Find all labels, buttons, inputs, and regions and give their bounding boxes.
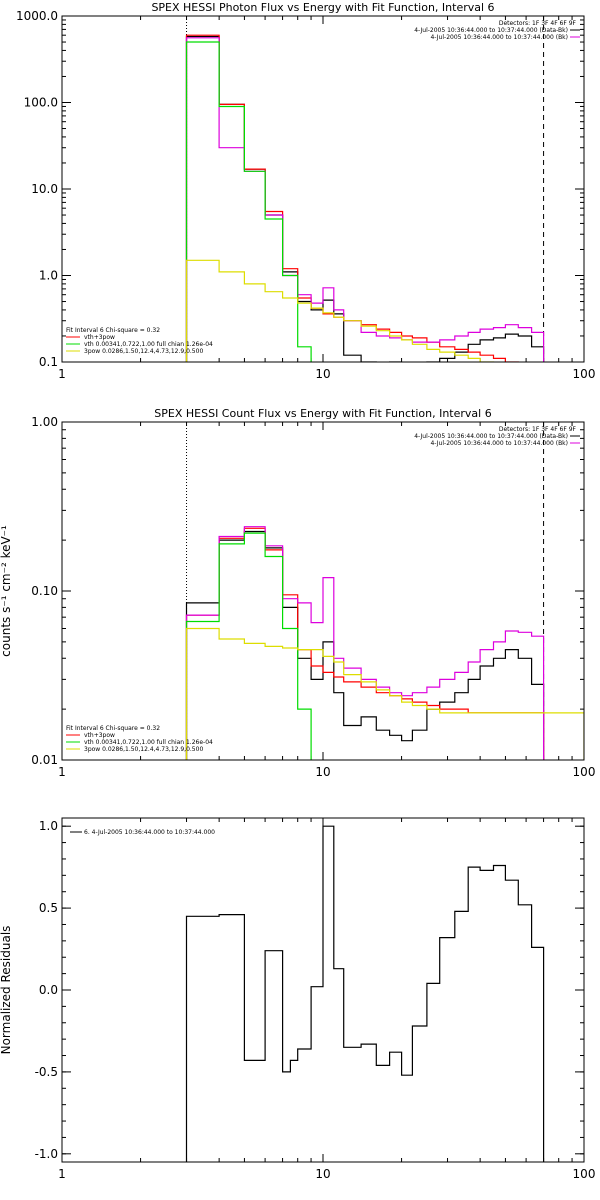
panel2-legend-text: Detectors: 1F 3F 4F 6F 9F [499,426,577,433]
panel2-x-tick-label: 10 [315,765,330,779]
panel1-y-tick-label: 1000.0 [16,9,58,23]
panel3-y-tick-label: -0.5 [35,1065,58,1079]
panel1-series-3-line [185,41,312,362]
panel1-fit-legend-label: 3pow 0.0286,1.50,12.4,4.73,12.9,0.500 [84,348,203,355]
panel2-fit-legend-label: vth 0.00341,0.722,1.00 full chian 1.26e-… [84,739,213,746]
panel2-ylabel: counts s⁻¹ cm⁻² keV⁻¹ [0,525,13,657]
panel1-y-tick-label: 0.1 [39,355,58,369]
panel1-title: SPEX HESSI Photon Flux vs Energy with Fi… [151,1,494,14]
panel2-x-tick-label: 1 [58,765,66,779]
panel1-y-tick-label: 1.0 [39,269,58,283]
panel1-series-4-line [185,259,495,362]
panel2-fit-legend-header: Fit Interval 6 Chi-square = 0.32 [66,725,160,732]
panel1-legend-text: 4-Jul-2005 10:36:44.000 to 10:37:44.000 … [430,34,568,41]
panel3-plot-frame [61,817,585,1163]
panel3-series-0-line [185,825,545,1162]
panel1-fit-legend-header: Fit Interval 6 Chi-square = 0.32 [66,327,160,334]
panel2-y-tick-label: 1.00 [31,415,58,429]
panel2-series-2-line [185,526,545,760]
panel2-y-tick-label: 0.10 [31,584,58,598]
panel2-plot-frame [61,421,585,761]
panel2-title: SPEX HESSI Count Flux vs Energy with Fit… [154,407,491,420]
panel3-y-tick-label: 0.0 [39,983,58,997]
panel2-fit-legend-label: 3pow 0.0286,1.50,12.4,4.73,12.9,0.500 [84,746,203,753]
panel1-legend-text: 4-Jul-2005 10:36:44.000 to 10:37:44.000 … [414,27,568,34]
panel1-series-2-line [185,37,545,362]
panel1-series-1-line [185,34,519,362]
panel1-plot-frame [61,15,585,363]
panel2-x-tick-label: 100 [573,765,596,779]
panel1-x-tick-label: 10 [315,367,330,381]
panel1-series-0-line [185,35,545,362]
panel2-series-1-line [185,527,545,760]
panel1-y-tick-label: 100.0 [24,96,58,110]
panel1-x-tick-label: 100 [573,367,596,381]
panel2-legend-text: 4-Jul-2005 10:36:44.000 to 10:37:44.000 … [414,433,568,440]
panel3-y-tick-label: 1.0 [39,819,58,833]
panel2-legend-text: 4-Jul-2005 10:36:44.000 to 10:37:44.000 … [430,440,568,447]
panel1-fit-legend-label: vth 0.00341,0.722,1.00 full chian 1.26e-… [84,341,213,348]
panel2-series-3-line [185,532,312,760]
panel2-series-0-line [185,530,545,760]
panel1-legend-text: Detectors: 1F 3F 4F 6F 9F [499,20,577,27]
panel2-y-tick-label: 0.01 [31,753,58,767]
panel3-ylabel: Normalized Residuals [0,926,13,1055]
panel2-fit-legend-label: vth+3pow [84,732,115,739]
panel3-y-tick-label: -1.0 [35,1147,58,1161]
panel1-y-tick-label: 10.0 [31,182,58,196]
panel3-x-tick-label: 1 [58,1167,66,1181]
panel3-x-tick-label: 100 [573,1167,596,1181]
panel3-legend-text: 6. 4-Jul-2005 10:36:44.000 to 10:37:44.0… [84,829,215,836]
panel3-y-tick-label: 0.5 [39,901,58,915]
panel3-x-tick-label: 10 [315,1167,330,1181]
panel1-x-tick-label: 1 [58,367,66,381]
panel1-fit-legend-label: vth+3pow [84,334,115,341]
panel2-series-4-line [185,627,584,760]
